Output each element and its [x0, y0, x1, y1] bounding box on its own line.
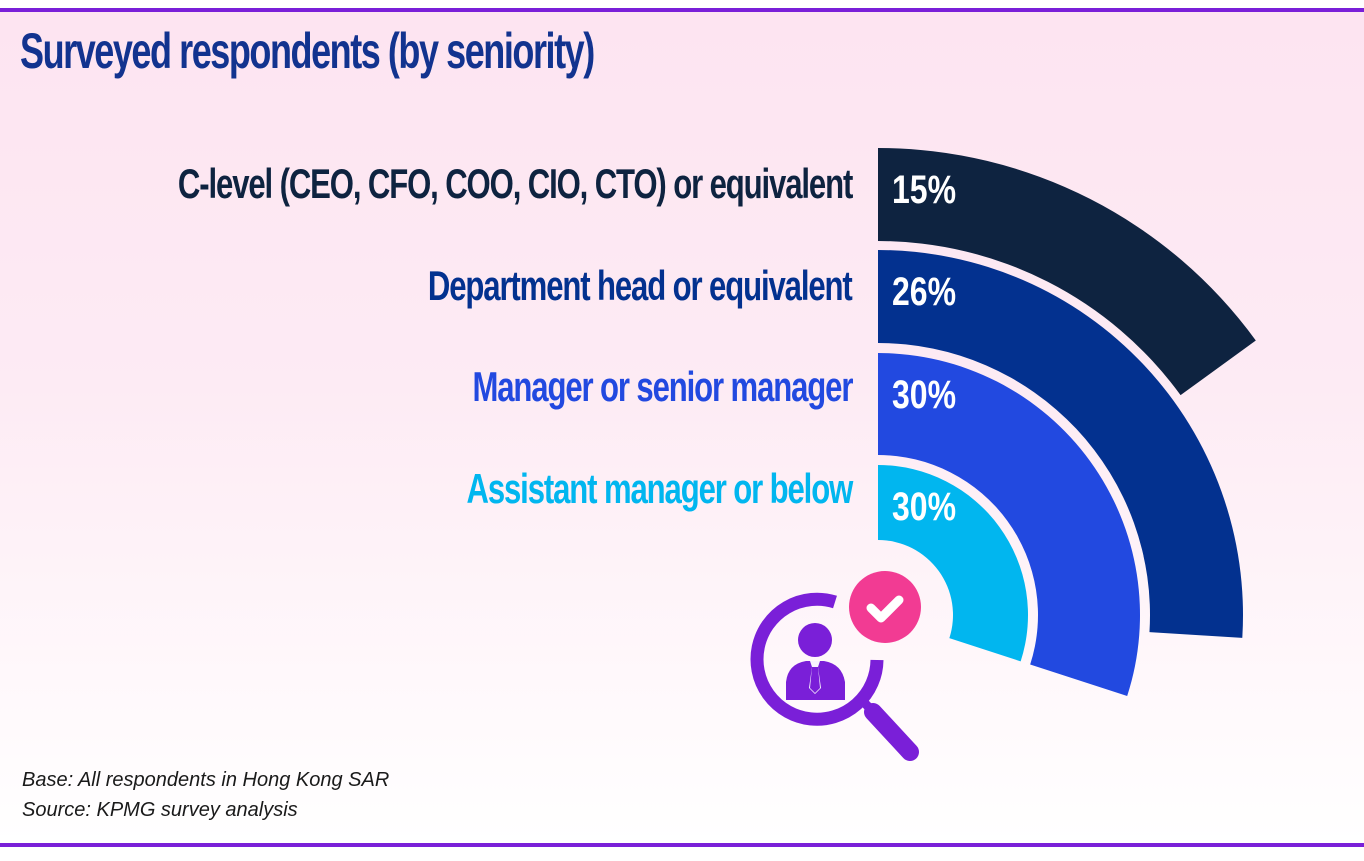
- checkmark-icon: [866, 595, 904, 623]
- category-label-manager: Manager or senior manager: [472, 363, 853, 410]
- value-label-assistant-manager: 30%: [892, 484, 956, 529]
- category-label-c-level: C-level (CEO, CFO, COO, CIO, CTO) or equ…: [177, 160, 853, 207]
- arc-bar-c-level: [878, 148, 1256, 396]
- category-label-department-head: Department head or equivalent: [428, 262, 853, 309]
- bottom-accent-rule: [0, 843, 1364, 847]
- category-label-assistant-manager: Assistant manager or below: [466, 465, 853, 512]
- arc-bar-department-head: [878, 250, 1243, 638]
- person-head-icon: [798, 623, 832, 657]
- arc-bar-assistant-manager: [878, 465, 1028, 662]
- chart-title: Surveyed respondents (by seniority): [20, 23, 595, 79]
- value-label-manager: 30%: [892, 372, 956, 417]
- search-person-icon: [750, 571, 921, 761]
- top-accent-rule: [0, 8, 1364, 12]
- arc-bar-manager: [878, 353, 1140, 696]
- check-badge-icon: [849, 571, 921, 643]
- footnote-base: Base: All respondents in Hong Kong SAR: [22, 769, 390, 791]
- footnote-source: Source: KPMG survey analysis: [22, 799, 298, 821]
- magnifier-handle-icon: [864, 703, 919, 761]
- value-label-department-head: 26%: [892, 269, 956, 314]
- value-label-c-level: 15%: [892, 167, 956, 212]
